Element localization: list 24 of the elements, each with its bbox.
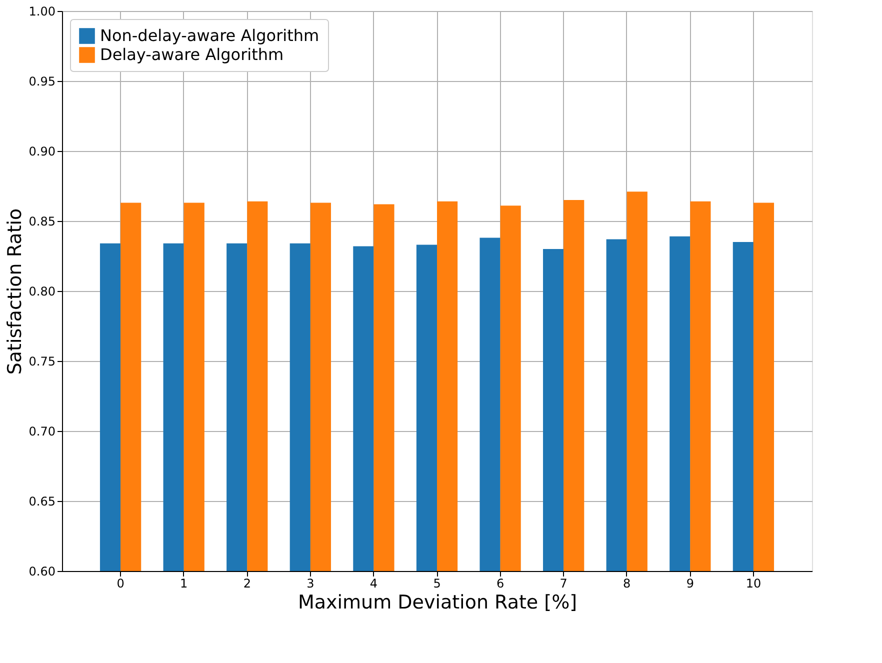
x-tick-label: 10: [746, 576, 762, 590]
legend-label: Non-delay-aware Algorithm: [100, 26, 320, 45]
y-tick-label: 0.60: [28, 564, 56, 578]
y-tick-label: 0.70: [28, 424, 56, 438]
legend-label: Delay-aware Algorithm: [100, 45, 284, 64]
x-tick-label: 3: [306, 576, 314, 590]
y-tick-label: 0.85: [28, 214, 56, 228]
x-tick-label: 2: [243, 576, 251, 590]
y-tick-label: 0.90: [28, 144, 56, 158]
x-tick-label: 6: [496, 576, 504, 590]
y-tick-label: 0.75: [28, 354, 56, 368]
x-tick-label: 0: [116, 576, 124, 590]
y-tick-label: 0.95: [28, 74, 56, 88]
y-axis-title: Satisfaction Ratio: [4, 208, 26, 375]
x-tick-label: 9: [686, 576, 694, 590]
x-tick-label: 8: [623, 576, 631, 590]
x-axis-title: Maximum Deviation Rate [%]: [298, 592, 578, 614]
y-tick-label: 0.65: [28, 494, 56, 508]
x-tick-label: 1: [180, 576, 188, 590]
x-tick-label: 4: [370, 576, 378, 590]
x-tick-label: 7: [560, 576, 568, 590]
x-tick-label: 5: [433, 576, 441, 590]
y-tick-label: 1.00: [28, 4, 56, 18]
y-tick-label: 0.80: [28, 284, 56, 298]
